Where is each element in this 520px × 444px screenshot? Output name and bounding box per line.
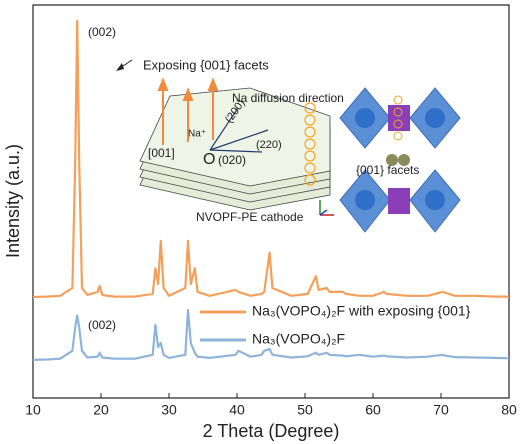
annotation: (020) xyxy=(218,153,246,167)
legend-label: Na₃(VOPO₄)₂F with exposing {001} xyxy=(252,303,471,319)
y-axis-label: Intensity (a.u.) xyxy=(3,144,23,258)
x-tick-label: 10 xyxy=(25,402,41,418)
x-tick-label: 60 xyxy=(365,402,381,418)
annotation: O xyxy=(203,151,215,168)
annotation: {001} facets xyxy=(356,163,419,177)
plot-frame xyxy=(32,4,510,399)
annotation: [001] xyxy=(148,146,175,160)
annotation: NVOPF-PE cathode xyxy=(196,210,304,224)
series-line xyxy=(32,308,510,361)
x-tick-label: 40 xyxy=(229,402,245,418)
annotation: Exposing {001} facets xyxy=(143,57,269,72)
pointer-arrow-head xyxy=(116,63,124,71)
axes-arrows xyxy=(209,107,269,153)
x-tick-label: 50 xyxy=(297,402,313,418)
annotation: Na⁺ xyxy=(188,129,206,140)
x-tick-label: 30 xyxy=(161,402,177,418)
inset-illustration xyxy=(116,59,461,233)
annotation: (002) xyxy=(88,25,116,39)
x-tick-label: 80 xyxy=(501,402,517,418)
annotation: Na diffusion direction xyxy=(232,91,344,105)
crystal xyxy=(339,87,461,233)
legend-label: Na₃(VOPO₄)₂F xyxy=(252,331,345,347)
arrows xyxy=(157,77,219,145)
annotation: (002) xyxy=(88,318,116,332)
annotation: (220) xyxy=(256,139,282,151)
x-axis-label: 2 Theta (Degree) xyxy=(203,421,340,441)
series-line xyxy=(32,19,509,299)
axis-triad xyxy=(319,200,334,216)
na-path xyxy=(304,102,316,186)
x-tick-label: 20 xyxy=(93,402,109,418)
x-tick-label: 70 xyxy=(433,402,449,418)
